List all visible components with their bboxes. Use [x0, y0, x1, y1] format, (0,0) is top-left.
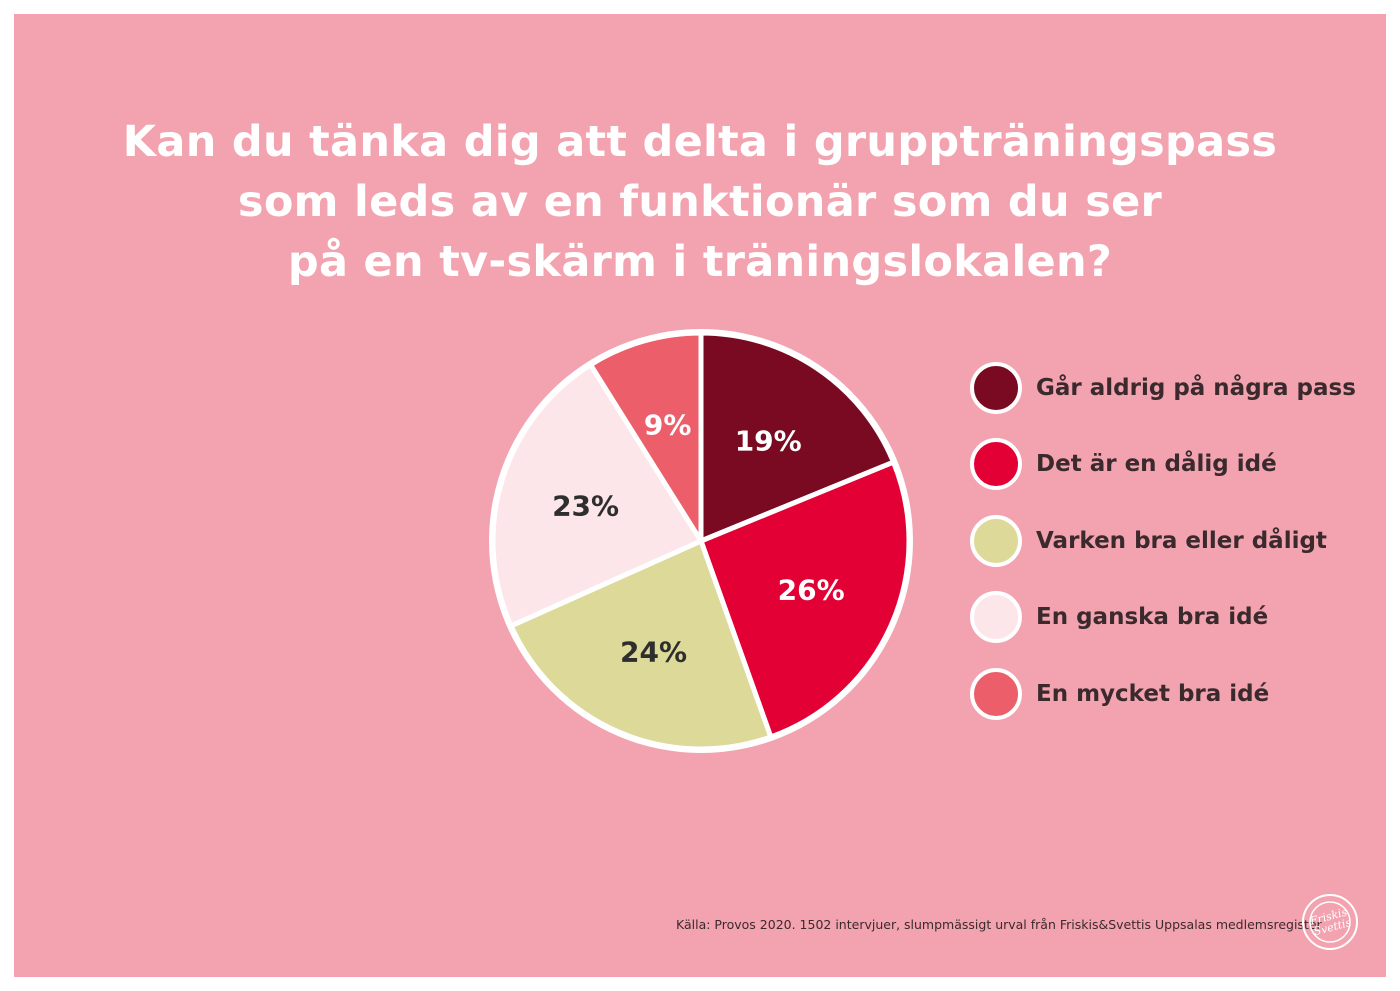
legend-swatch-mycket-bra	[970, 668, 1022, 720]
legend-label-mycket-bra: En mycket bra idé	[1036, 681, 1270, 707]
pie-slice-dalig-ide	[698, 459, 912, 740]
pie-slice-ganska-bra	[490, 362, 704, 629]
legend-item-ganska-bra: En ganska bra idé	[970, 591, 1370, 643]
logo-mark: Friskis Svettis	[1308, 901, 1353, 943]
legend-item-varken: Varken bra eller dåligt	[970, 515, 1370, 567]
legend-swatch-ganska-bra	[970, 591, 1022, 643]
legend-swatch-dalig-ide	[970, 438, 1022, 490]
pie-label-mycket-bra: 9%	[644, 409, 692, 442]
legend-label-dalig-ide: Det är en dålig idé	[1036, 451, 1277, 477]
chart-title: Kan du tänka dig att delta i grupptränin…	[0, 112, 1400, 292]
source-note: Källa: Provos 2020. 1502 intervjuer, slu…	[676, 917, 1325, 932]
pie-slice-mycket-bra	[588, 330, 704, 544]
legend-item-gar-aldrig: Går aldrig på några pass	[970, 362, 1370, 414]
pie-label-dalig-ide: 26%	[778, 574, 845, 607]
pie-label-varken: 24%	[620, 635, 687, 668]
legend-swatch-varken	[970, 515, 1022, 567]
legend-item-mycket-bra: En mycket bra idé	[970, 668, 1370, 720]
pie-slice-gar-aldrig	[698, 330, 896, 544]
legend-label-gar-aldrig: Går aldrig på några pass	[1036, 375, 1356, 401]
legend-item-dalig-ide: Det är en dålig idé	[970, 438, 1370, 490]
title-line-3: på en tv-skärm i träningslokalen?	[287, 237, 1113, 287]
pie-slice-varken	[508, 538, 774, 752]
legend-swatch-gar-aldrig	[970, 362, 1022, 414]
title-line-1: Kan du tänka dig att delta i grupptränin…	[122, 117, 1278, 167]
friskis-svettis-logo: Friskis Svettis	[1302, 894, 1358, 950]
legend-label-ganska-bra: En ganska bra idé	[1036, 604, 1269, 630]
pie-label-ganska-bra: 23%	[552, 489, 619, 522]
title-line-2: som leds av en funktionär som du ser	[237, 177, 1163, 227]
pie-chart: 19% 26% 24% 23% 9%	[489, 329, 913, 753]
legend-label-varken: Varken bra eller dåligt	[1036, 528, 1327, 554]
pie-label-gar-aldrig: 19%	[735, 424, 802, 457]
